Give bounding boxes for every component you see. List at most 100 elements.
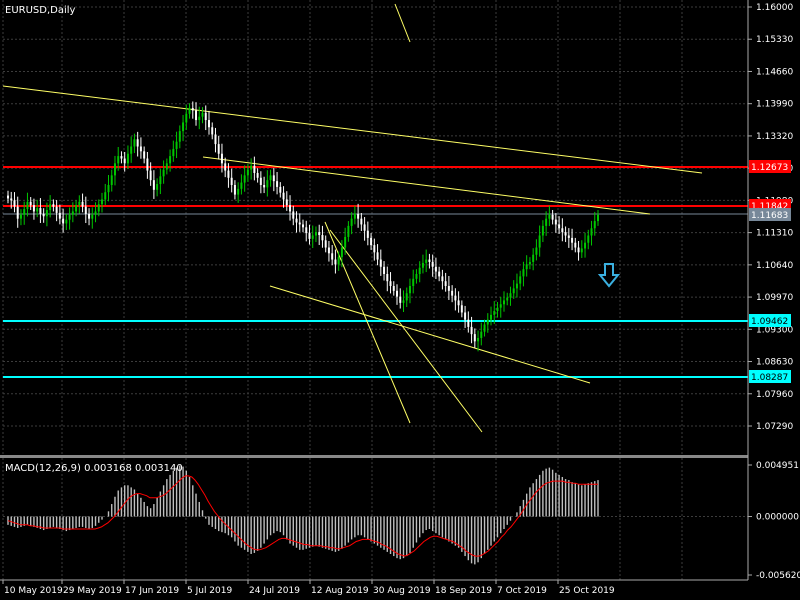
macd-axis-label: 0.004951 bbox=[756, 461, 799, 471]
candle bbox=[347, 221, 350, 242]
candle bbox=[506, 292, 509, 306]
candle bbox=[574, 237, 577, 253]
candle bbox=[217, 135, 220, 160]
candle bbox=[136, 131, 139, 157]
candle bbox=[522, 261, 525, 287]
svg-text:1.11683: 1.11683 bbox=[751, 211, 788, 221]
candle bbox=[515, 273, 518, 298]
candle bbox=[363, 217, 366, 241]
candle bbox=[266, 170, 269, 197]
candle bbox=[334, 249, 337, 274]
price-axis-label: 1.11310 bbox=[756, 229, 793, 239]
candle bbox=[376, 244, 379, 266]
price-axis-label: 1.13320 bbox=[756, 132, 793, 142]
candle bbox=[379, 249, 382, 276]
candle bbox=[538, 225, 541, 257]
candle bbox=[26, 192, 29, 217]
candle bbox=[272, 167, 275, 192]
candle bbox=[240, 174, 243, 195]
candle bbox=[120, 151, 123, 164]
time-axis-label: 24 Jul 2019 bbox=[249, 586, 300, 596]
candle bbox=[545, 211, 548, 236]
candle bbox=[548, 205, 551, 227]
candle bbox=[182, 115, 185, 142]
candle bbox=[460, 300, 463, 318]
candle bbox=[509, 286, 512, 306]
candle bbox=[224, 157, 227, 178]
candle bbox=[470, 316, 473, 344]
candle bbox=[366, 221, 369, 246]
candle bbox=[285, 191, 288, 211]
candle bbox=[292, 205, 295, 226]
candle bbox=[191, 101, 194, 119]
candle bbox=[464, 305, 467, 328]
macd-title: MACD(12,26,9) 0.003168 0.003140 bbox=[5, 463, 183, 474]
level-tag-support-lower: 1.08287 bbox=[749, 370, 791, 383]
chart-grid bbox=[2, 0, 748, 455]
candle bbox=[165, 158, 168, 175]
candle bbox=[447, 276, 450, 300]
trendline-steep-a[interactable] bbox=[324, 221, 411, 424]
svg-text:1.09462: 1.09462 bbox=[751, 317, 788, 327]
price-axis-label: 1.08630 bbox=[756, 358, 793, 368]
candle bbox=[434, 257, 437, 279]
svg-text:1.08287: 1.08287 bbox=[751, 373, 788, 383]
trendline-long-descending[interactable] bbox=[2, 85, 703, 174]
candle bbox=[68, 207, 71, 230]
price-axis-label: 1.13990 bbox=[756, 100, 793, 110]
candle bbox=[321, 225, 324, 248]
candle bbox=[227, 163, 230, 188]
time-axis-label: 12 Aug 2019 bbox=[311, 586, 369, 596]
candle bbox=[149, 162, 152, 186]
candle bbox=[519, 270, 522, 291]
candle bbox=[561, 218, 564, 242]
candle bbox=[143, 146, 146, 164]
candle bbox=[91, 207, 94, 229]
candle bbox=[528, 257, 531, 270]
candle bbox=[421, 254, 424, 274]
candle bbox=[454, 288, 457, 311]
svg-text:1.11842: 1.11842 bbox=[751, 202, 788, 212]
down-arrow-icon[interactable] bbox=[597, 263, 621, 288]
time-axis-label: 7 Oct 2019 bbox=[497, 586, 547, 596]
trendline-lower-support[interactable] bbox=[269, 285, 591, 384]
candle bbox=[496, 301, 499, 318]
candle bbox=[58, 204, 61, 225]
candle bbox=[13, 192, 16, 213]
macd-grid bbox=[2, 458, 748, 580]
trendlines bbox=[2, 3, 703, 433]
candle bbox=[389, 272, 392, 294]
candle bbox=[126, 145, 129, 170]
time-axis-label: 29 May 2019 bbox=[63, 586, 122, 596]
candle bbox=[587, 229, 590, 250]
candle bbox=[237, 182, 240, 203]
macd-histogram bbox=[7, 465, 599, 565]
candle bbox=[418, 261, 421, 283]
candle bbox=[246, 163, 249, 182]
candle bbox=[590, 220, 593, 246]
candle bbox=[71, 202, 74, 223]
candle bbox=[101, 192, 104, 213]
candle bbox=[344, 227, 347, 255]
candle bbox=[263, 176, 266, 194]
candle bbox=[392, 281, 395, 296]
candle bbox=[55, 200, 58, 222]
candle bbox=[360, 212, 363, 231]
pane-separator[interactable] bbox=[0, 455, 748, 458]
macd-axis-labels: 0.004951 0.000000 -0.005620 bbox=[748, 461, 800, 581]
trendline-top-fragment[interactable] bbox=[394, 3, 411, 43]
trendline-mid-descending[interactable] bbox=[202, 156, 651, 215]
candle bbox=[551, 210, 554, 225]
candle bbox=[152, 170, 155, 199]
candle bbox=[123, 151, 126, 172]
macd-axis-label: -0.005620 bbox=[756, 571, 800, 581]
candle bbox=[535, 239, 538, 261]
trendline-steep-b[interactable] bbox=[329, 229, 483, 433]
time-axis-label: 10 May 2019 bbox=[4, 586, 63, 596]
candle bbox=[318, 224, 321, 246]
candle bbox=[233, 180, 236, 200]
candle bbox=[493, 301, 496, 325]
candle bbox=[584, 232, 587, 258]
candle bbox=[195, 102, 198, 126]
